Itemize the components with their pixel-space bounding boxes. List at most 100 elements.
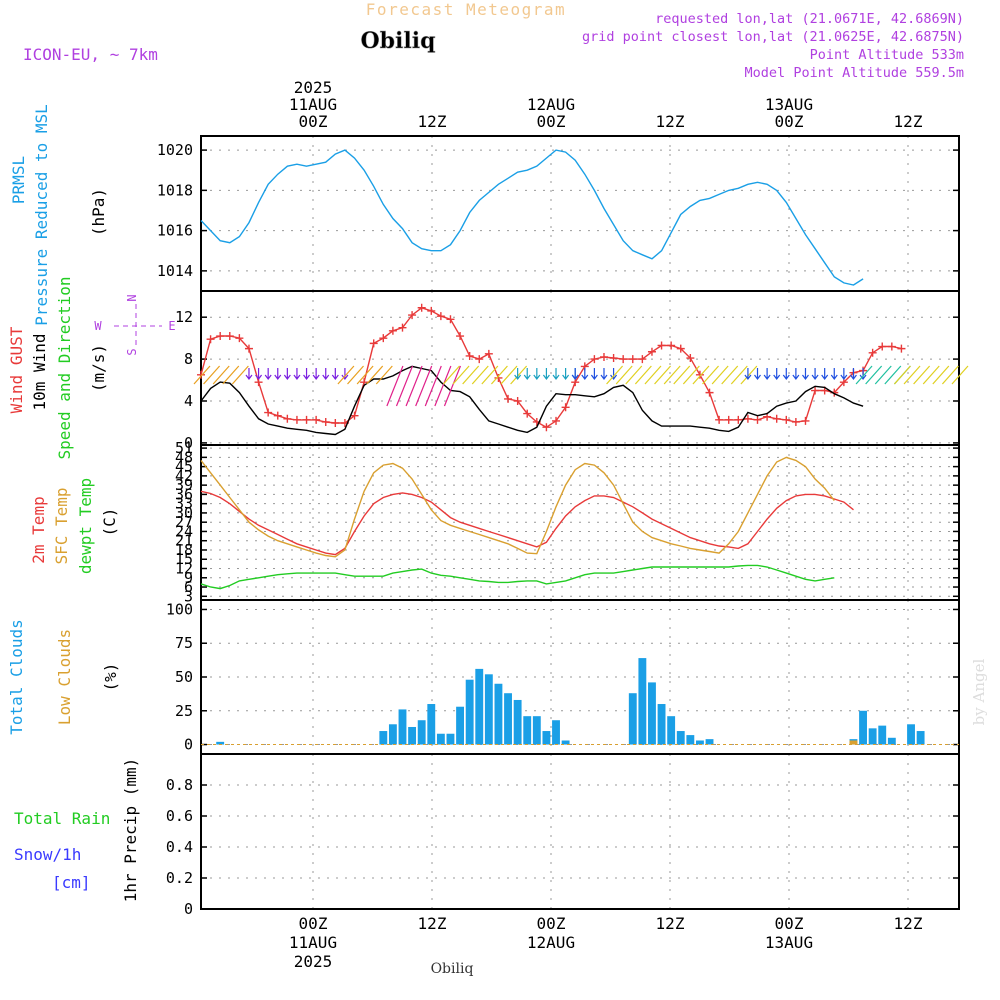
y-tick-label: 51 — [175, 439, 193, 457]
wind-arrow — [903, 365, 921, 385]
wind-arrow — [303, 368, 311, 380]
gust-marker — [878, 342, 887, 351]
wind-arrow — [951, 365, 969, 385]
bar-total-clouds — [494, 683, 503, 745]
y-tick-label: 50 — [175, 668, 193, 686]
wind-arrow — [255, 368, 263, 380]
series-line-2m-temp — [200, 490, 854, 556]
gridpoint-coords: grid point closest lon,lat (21.0625E, 42… — [582, 29, 964, 45]
bar-total-clouds — [686, 735, 695, 745]
y-tick-label: 0.6 — [166, 807, 193, 825]
model-name: ICON-EU, ~ 7km — [23, 45, 158, 64]
wind-arrow — [471, 365, 489, 385]
panels: 1014101610181020048123691215182124273033… — [157, 135, 969, 918]
bar-total-clouds — [475, 668, 484, 745]
y-tick-label: 1018 — [157, 181, 193, 199]
bar-total-clouds — [504, 693, 512, 745]
wind-arrow — [855, 365, 873, 385]
bar-total-clouds — [878, 725, 887, 745]
top-label-line3: 00Z — [775, 112, 804, 131]
bar-total-clouds — [705, 739, 714, 745]
wind-arrow — [443, 365, 460, 385]
wind-arrow — [711, 365, 729, 385]
wind-arrow — [763, 368, 771, 380]
precip-unit: 1hr Precip (mm) — [121, 758, 140, 903]
gust-marker — [388, 326, 397, 335]
wind-arrow — [865, 365, 883, 385]
temp-sfc-label: SFC Temp — [52, 487, 71, 564]
wind-arrow — [533, 368, 541, 380]
wind-arrow — [721, 365, 739, 385]
panel-frame — [200, 290, 960, 446]
y-tick-label: 1020 — [157, 141, 193, 159]
wind-arrow — [231, 365, 249, 385]
bottom-label-line2: 13AUG — [765, 933, 813, 952]
wind-arrow — [337, 365, 355, 385]
top-label-line3: 12Z — [894, 112, 923, 131]
bar-total-clouds — [696, 740, 704, 745]
gust-marker — [801, 416, 810, 425]
gust-marker — [715, 415, 724, 424]
bar-total-clouds — [484, 674, 493, 745]
gust-marker — [619, 355, 628, 364]
y-tick-label: 21 — [175, 532, 193, 550]
wind-arrow — [821, 368, 829, 380]
y-tick-label: 33 — [175, 495, 193, 513]
gust-marker — [475, 355, 484, 364]
wind-arrow — [802, 368, 809, 380]
clouds-low-label: Low Clouds — [55, 629, 74, 725]
panel-frame — [200, 753, 960, 910]
gust-marker — [456, 332, 465, 341]
bar-total-clouds — [667, 716, 676, 745]
bottom-label-line1: 12Z — [656, 914, 685, 933]
gust-marker — [695, 370, 704, 379]
gust-marker — [225, 332, 234, 341]
wind-arrow — [481, 365, 499, 385]
y-tick-label: 3 — [184, 587, 193, 605]
model-altitude: Model Point Altitude 559.5m — [745, 65, 964, 81]
wind-arrow — [356, 365, 374, 385]
gust-marker — [427, 306, 436, 315]
wind-arrow — [840, 368, 848, 380]
bar-total-clouds — [542, 731, 551, 745]
wind-arrow — [673, 365, 691, 385]
wind-arrow — [874, 365, 892, 385]
wind-unit: (m/s) — [89, 344, 108, 392]
y-tick-label: 42 — [175, 467, 193, 485]
gust-marker — [887, 342, 896, 351]
wind-arrow — [615, 365, 633, 385]
wind-arrow — [744, 368, 752, 380]
gust-marker — [753, 415, 762, 424]
temp-dewpt-label: dewpt Temp — [76, 478, 95, 574]
bar-total-clouds — [417, 720, 426, 745]
gust-marker — [312, 415, 321, 424]
wind-arrow — [366, 365, 384, 385]
bar-total-clouds — [907, 724, 915, 745]
top-label-line3: 00Z — [537, 112, 566, 131]
wind-arrow — [634, 365, 652, 385]
y-tick-label: 36 — [175, 485, 193, 503]
gust-marker — [331, 419, 340, 427]
gust-marker — [484, 349, 493, 358]
panel-precipitation: 0 0.2 0.4 0.6 0.8 — [166, 753, 960, 918]
wind-direction-label: Speed and Direction — [55, 276, 74, 459]
gust-marker — [523, 409, 532, 418]
wind-arrow — [692, 365, 710, 385]
pressure-label-prmsl: PRMSL — [9, 156, 28, 204]
bar-total-clouds — [868, 728, 877, 745]
y-tick-label: 18 — [175, 541, 193, 559]
wind-arrow — [792, 368, 800, 380]
wind-arrow — [274, 368, 282, 380]
wind-10m-label: 10m Wind — [30, 333, 49, 410]
wind-arrow — [606, 365, 624, 385]
bar-total-clouds — [427, 704, 436, 745]
clouds-total-label: Total Clouds — [7, 619, 26, 735]
gust-marker — [590, 355, 599, 364]
wind-arrow — [884, 365, 902, 385]
compass-north: N — [125, 294, 139, 301]
gust-marker — [868, 348, 877, 357]
gust-marker — [897, 344, 906, 353]
bar-total-clouds — [379, 731, 388, 745]
gust-marker — [235, 334, 244, 343]
y-tick-label: 8 — [184, 350, 193, 368]
